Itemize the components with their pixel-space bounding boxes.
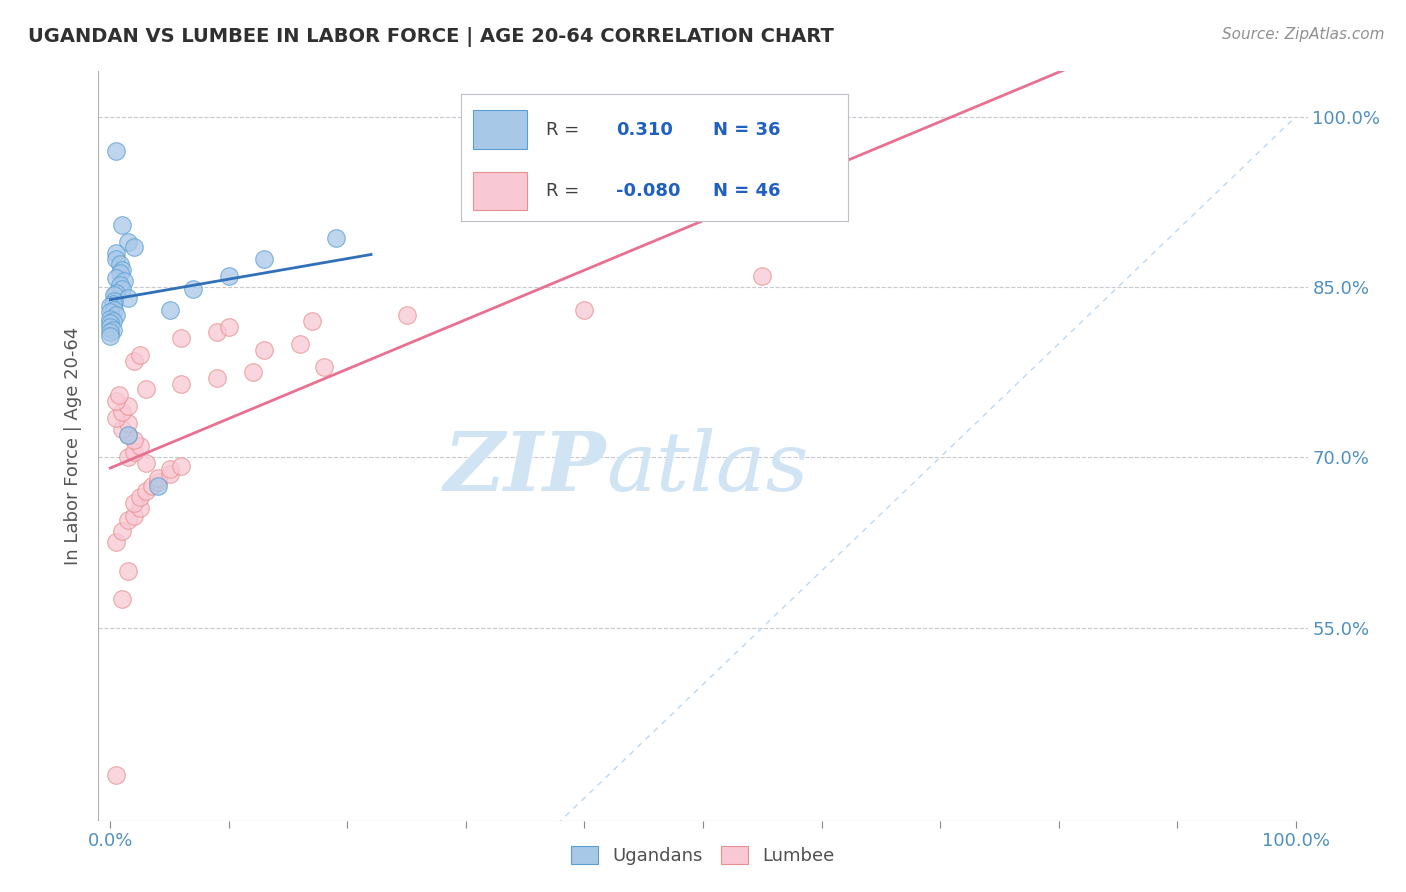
Point <box>107 388 129 402</box>
Point <box>129 348 152 362</box>
Point <box>122 434 145 448</box>
Point <box>325 231 347 245</box>
Point <box>103 288 125 302</box>
Point <box>574 302 596 317</box>
Point <box>101 297 124 311</box>
Point <box>98 319 121 334</box>
Point <box>301 314 323 328</box>
Point <box>103 293 125 308</box>
Point <box>312 359 335 374</box>
Point <box>105 768 128 782</box>
Point <box>103 302 125 317</box>
Point <box>117 399 139 413</box>
Point <box>242 365 264 379</box>
Text: ZIP: ZIP <box>444 428 606 508</box>
Point <box>105 252 128 266</box>
Point <box>101 314 124 328</box>
Point <box>98 326 121 340</box>
Point <box>159 302 181 317</box>
Point <box>205 371 228 385</box>
Point <box>129 490 152 504</box>
Point <box>117 450 139 465</box>
Point <box>105 144 128 158</box>
Point <box>253 343 276 357</box>
Point <box>108 277 131 292</box>
Point <box>218 268 240 283</box>
Point <box>253 252 276 266</box>
Point <box>159 461 181 475</box>
Point <box>105 285 128 300</box>
Point <box>170 459 193 474</box>
Point <box>218 319 240 334</box>
Point <box>111 405 134 419</box>
Point <box>105 271 128 285</box>
Point <box>111 592 134 607</box>
Point <box>141 479 163 493</box>
Point <box>98 311 121 326</box>
Point <box>170 331 193 345</box>
Point <box>111 422 134 436</box>
Point <box>108 257 131 271</box>
Point <box>135 456 157 470</box>
Point <box>122 240 145 254</box>
Point <box>117 513 139 527</box>
Point <box>105 393 128 408</box>
Point <box>105 309 128 323</box>
Point <box>122 509 145 524</box>
Point <box>135 382 157 396</box>
Point <box>105 535 128 549</box>
Point <box>146 475 169 490</box>
Point <box>108 267 131 281</box>
Point <box>101 323 124 337</box>
Point <box>105 410 128 425</box>
Legend: Ugandans, Lumbee: Ugandans, Lumbee <box>562 837 844 874</box>
Point <box>98 299 121 313</box>
Point <box>122 444 145 458</box>
Point <box>98 329 121 343</box>
Point <box>111 218 134 232</box>
Point <box>395 309 418 323</box>
Point <box>129 439 152 453</box>
Point <box>117 564 139 578</box>
Point <box>98 317 121 331</box>
Point <box>146 479 169 493</box>
Point <box>117 427 139 442</box>
Point <box>117 427 139 442</box>
Point <box>117 417 139 431</box>
Point <box>288 336 311 351</box>
Point <box>111 282 134 296</box>
Point <box>146 471 169 485</box>
Point <box>117 235 139 249</box>
Point <box>117 292 139 306</box>
Point <box>181 282 204 296</box>
Point <box>122 354 145 368</box>
Point <box>205 326 228 340</box>
Point <box>111 524 134 538</box>
Point <box>105 246 128 260</box>
Y-axis label: In Labor Force | Age 20-64: In Labor Force | Age 20-64 <box>65 326 83 566</box>
Text: Source: ZipAtlas.com: Source: ZipAtlas.com <box>1222 27 1385 42</box>
Point <box>751 268 773 283</box>
Point <box>98 305 121 319</box>
Text: atlas: atlas <box>606 428 808 508</box>
Point <box>114 274 136 288</box>
Text: UGANDAN VS LUMBEE IN LABOR FORCE | AGE 20-64 CORRELATION CHART: UGANDAN VS LUMBEE IN LABOR FORCE | AGE 2… <box>28 27 834 46</box>
Point <box>111 263 134 277</box>
Point <box>129 501 152 516</box>
Point <box>159 467 181 482</box>
Point <box>170 376 193 391</box>
Point <box>122 496 145 510</box>
Point <box>135 484 157 499</box>
